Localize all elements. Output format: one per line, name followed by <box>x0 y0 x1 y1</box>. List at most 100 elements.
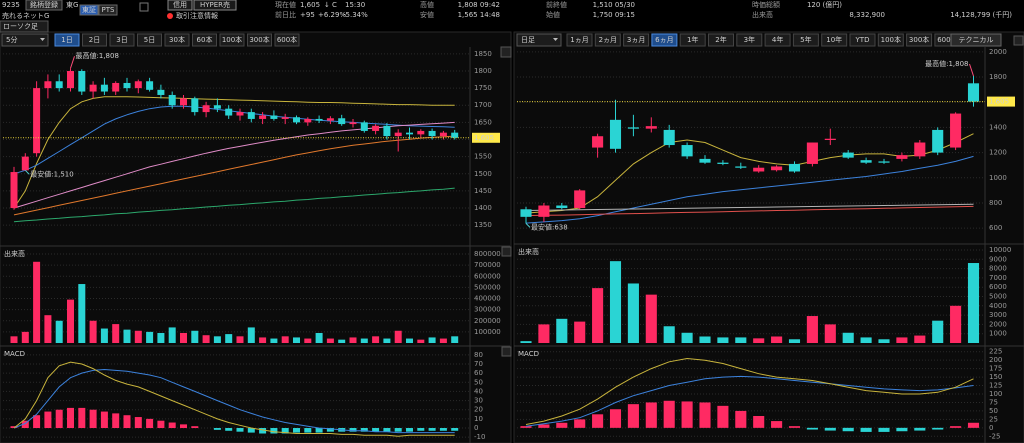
period-label[interactable]: 1日 <box>61 36 72 44</box>
period-label[interactable]: 2日 <box>89 36 100 44</box>
interval-label[interactable]: 日足 <box>521 36 535 44</box>
annotation-pointer <box>24 169 30 175</box>
warning-label[interactable]: 取引注意情報 <box>176 11 218 20</box>
volume-bar <box>950 305 962 343</box>
macd-histogram-bar <box>520 426 532 428</box>
period-label[interactable]: 2年 <box>715 35 726 44</box>
y-tick-label: -10 <box>474 433 485 441</box>
camera-icon[interactable] <box>500 46 512 58</box>
y-tick-label: 100000 <box>474 328 501 336</box>
period-label[interactable]: 10年 <box>826 35 842 44</box>
period-button[interactable] <box>906 33 933 47</box>
period-label[interactable]: 300本 <box>249 35 269 44</box>
candle-body <box>123 82 131 89</box>
chart-type-label[interactable]: ローソク足 <box>3 23 38 31</box>
period-button[interactable] <box>192 33 217 47</box>
candle-body <box>292 117 301 123</box>
period-button[interactable] <box>594 33 621 47</box>
period-button[interactable] <box>82 33 107 47</box>
period-button[interactable] <box>274 33 300 47</box>
interval-label[interactable]: 5分 <box>6 35 17 44</box>
signal-line <box>13 361 455 437</box>
quote-value: 1,565 14:48 <box>458 11 500 19</box>
y-tick-label: 1800 <box>989 73 1007 81</box>
period-button[interactable] <box>566 33 593 47</box>
exchange-tab[interactable] <box>79 4 99 16</box>
period-label[interactable]: 100本 <box>881 35 901 44</box>
register-button[interactable] <box>25 0 63 11</box>
candle-body <box>259 115 267 119</box>
candle-body <box>681 145 693 157</box>
period-button[interactable] <box>623 33 650 47</box>
candle-body <box>932 129 944 153</box>
period-label[interactable]: 3日 <box>116 36 127 44</box>
period-label[interactable]: 60本 <box>197 35 213 44</box>
macd-histogram-bar <box>349 428 357 432</box>
period-label[interactable]: YTD <box>855 36 870 44</box>
volume-bar <box>179 332 188 343</box>
period-button[interactable] <box>137 33 162 47</box>
period-label[interactable]: 3ヵ月 <box>627 36 645 44</box>
period-label[interactable]: 1年 <box>687 35 698 44</box>
settings-icon[interactable] <box>139 2 149 12</box>
period-label[interactable]: 3年 <box>744 35 755 44</box>
macd-histogram-bar <box>259 428 267 434</box>
period-label[interactable]: 100本 <box>222 35 242 44</box>
interval-dropdown[interactable] <box>516 33 562 47</box>
period-button[interactable] <box>792 33 819 47</box>
volume-bar <box>89 320 97 343</box>
moving-average-line <box>13 121 455 209</box>
period-label[interactable]: 6ヵ月 <box>655 36 673 44</box>
macd-histogram-bar <box>179 424 188 429</box>
y-tick-label: 800000 <box>474 250 501 258</box>
period-button[interactable] <box>877 33 904 47</box>
close-icon[interactable] <box>501 346 512 357</box>
period-label[interactable]: 600本 <box>937 35 957 44</box>
volume-bar <box>405 338 414 343</box>
exchange-label[interactable]: 東証 <box>82 5 96 14</box>
period-label[interactable]: 5年 <box>800 35 811 44</box>
chart-type-dropdown[interactable] <box>0 20 49 33</box>
period-button[interactable] <box>764 33 791 47</box>
y-tick-label: 1200 <box>989 149 1007 157</box>
period-label[interactable]: 5日 <box>144 36 155 44</box>
dropdown-arrow <box>40 38 45 41</box>
period-button[interactable] <box>679 33 706 47</box>
period-label[interactable]: 2ヵ月 <box>599 36 617 44</box>
period-button[interactable] <box>54 33 80 47</box>
candle-body <box>950 113 962 148</box>
period-button[interactable] <box>708 33 734 47</box>
volume-bar <box>383 338 391 343</box>
candle-body <box>417 130 425 135</box>
period-label[interactable]: 1ヵ月 <box>570 36 588 44</box>
period-button[interactable] <box>247 33 272 47</box>
period-label[interactable]: 30本 <box>169 35 185 44</box>
quote-label: 始値 <box>546 10 560 19</box>
period-button[interactable] <box>821 33 848 47</box>
period-button[interactable] <box>109 33 135 47</box>
volume-bar <box>360 338 368 343</box>
technical-label[interactable]: テクニカル <box>959 36 994 44</box>
register-label[interactable]: 銘柄登録 <box>30 0 58 9</box>
quote-value: C <box>332 1 337 9</box>
volume-bar <box>914 335 926 343</box>
period-label[interactable]: 600本 <box>277 35 297 44</box>
volume-bar <box>213 336 221 343</box>
period-label[interactable]: 4年 <box>772 35 783 44</box>
period-button[interactable] <box>219 33 245 47</box>
interval-dropdown[interactable] <box>1 33 49 47</box>
period-label[interactable]: 300本 <box>909 35 929 44</box>
period-button[interactable] <box>849 33 876 47</box>
y-tick-label: 1500 <box>474 170 492 178</box>
close-icon[interactable] <box>1013 35 1024 46</box>
period-button[interactable] <box>651 33 678 47</box>
exchange-tab[interactable] <box>98 4 118 16</box>
period-button[interactable] <box>164 33 190 47</box>
close-icon[interactable] <box>501 246 512 257</box>
quote-label: 安値 <box>420 10 434 19</box>
candle-body <box>338 118 346 125</box>
period-button[interactable] <box>736 33 763 47</box>
y-tick-label: 0 <box>474 424 478 432</box>
exchange-label[interactable]: PTS <box>102 6 115 14</box>
technical-button[interactable] <box>950 33 1002 47</box>
